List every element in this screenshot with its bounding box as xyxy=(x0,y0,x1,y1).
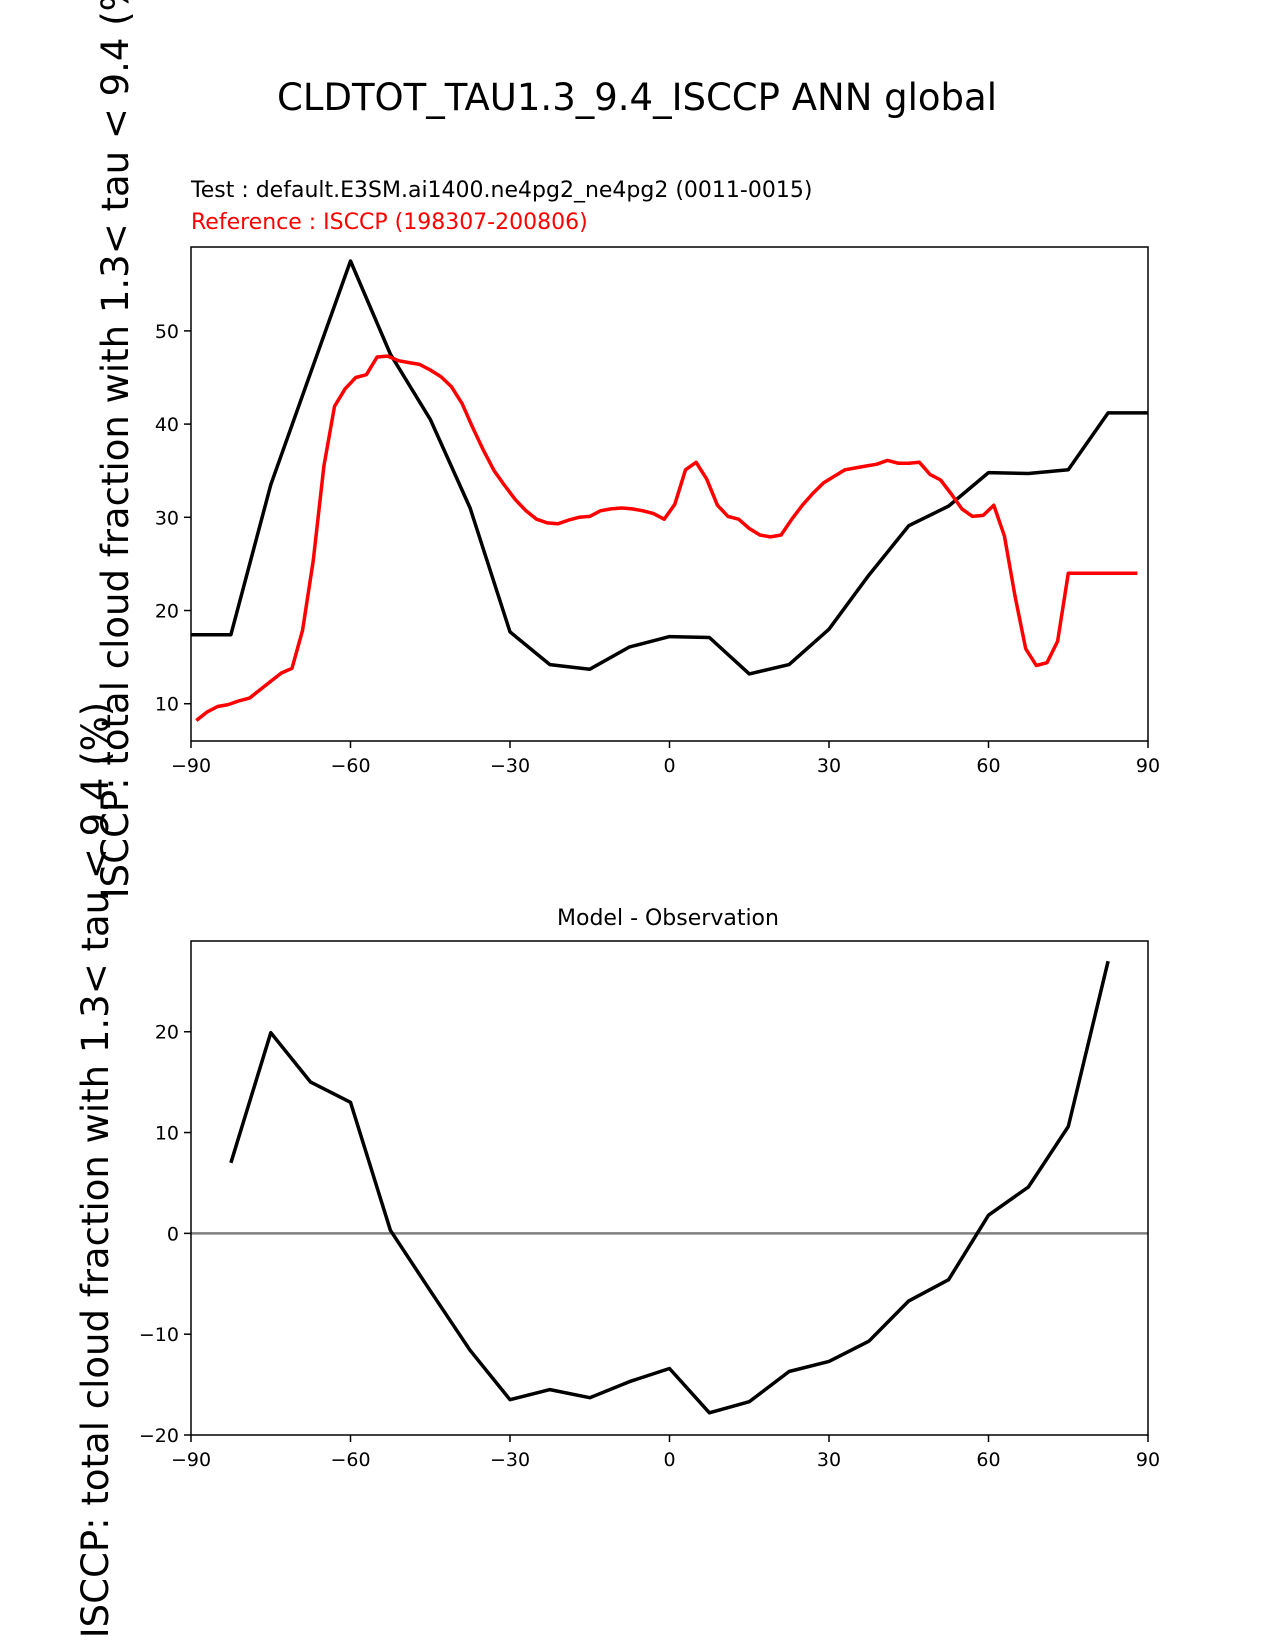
y-tick-label: −20 xyxy=(139,1425,179,1447)
x-tick-label: 30 xyxy=(817,755,841,777)
y-tick-label: 10 xyxy=(155,1123,179,1145)
x-tick-label: −90 xyxy=(171,1449,211,1471)
axes-frame xyxy=(190,246,1149,742)
x-tick-label: 60 xyxy=(976,1449,1000,1471)
top-ylabel: ISCCP: total cloud fraction with 1.3< ta… xyxy=(94,0,137,898)
x-tick-label: 30 xyxy=(817,1449,841,1471)
test-reference-panel: −90 −60 −30 0 30 60 90 10 20 30 40 50 xyxy=(155,246,1160,777)
x-tick-label: 0 xyxy=(663,1449,675,1471)
series-line-difference xyxy=(229,960,1110,1415)
x-tick-label: 60 xyxy=(976,755,1000,777)
y-tick-label: 20 xyxy=(155,601,179,623)
x-tick-label: 0 xyxy=(663,755,675,777)
reference-label: Reference : ISCCP (198307-200806) xyxy=(191,210,588,235)
y-tick-label: 40 xyxy=(155,414,179,436)
x-tick-label: −60 xyxy=(330,1449,370,1471)
x-tick-label: −30 xyxy=(490,1449,530,1471)
axes-frame xyxy=(190,940,1149,1436)
y-tick-label: 10 xyxy=(155,694,179,716)
y-tick-label: −10 xyxy=(139,1324,179,1346)
x-tick-label: −30 xyxy=(490,755,530,777)
y-tick-label: 20 xyxy=(155,1022,179,1044)
x-tick-label: −90 xyxy=(171,755,211,777)
diff-panel-title: Model - Observation xyxy=(557,906,779,931)
series-line-test xyxy=(191,259,1148,676)
y-tick-label: 50 xyxy=(155,321,179,343)
y-tick-label: 30 xyxy=(155,507,179,529)
x-tick-label: 90 xyxy=(1136,1449,1160,1471)
figure-title: CLDTOT_TAU1.3_9.4_ISCCP ANN global xyxy=(277,76,997,119)
series-line-reference xyxy=(195,354,1138,722)
x-tick-label: 90 xyxy=(1136,755,1160,777)
bottom-ylabel: ISCCP: total cloud fraction with 1.3< ta… xyxy=(74,702,117,1638)
difference-panel: −90 −60 −30 0 30 60 90 −20 −10 0 10 20 xyxy=(139,940,1160,1471)
y-tick-label: 0 xyxy=(167,1223,179,1245)
test-label: Test : default.E3SM.ai1400.ne4pg2_ne4pg2… xyxy=(190,178,812,203)
x-tick-label: −60 xyxy=(330,755,370,777)
